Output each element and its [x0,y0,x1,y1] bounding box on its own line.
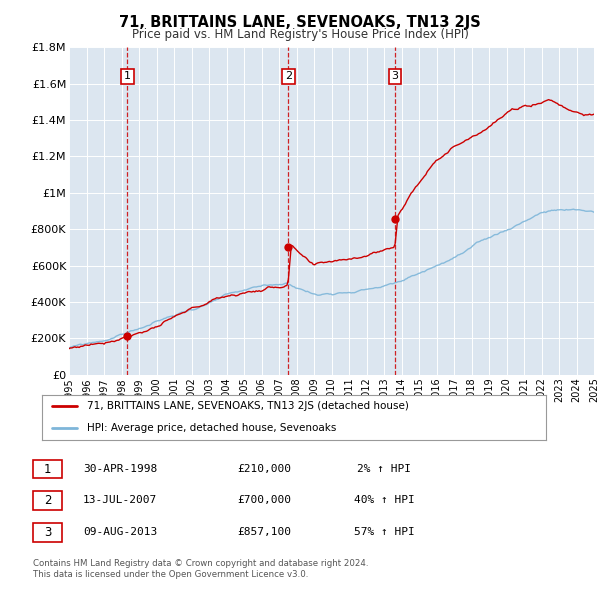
Text: 71, BRITTAINS LANE, SEVENOAKS, TN13 2JS (detached house): 71, BRITTAINS LANE, SEVENOAKS, TN13 2JS … [88,401,409,411]
Text: 3: 3 [391,71,398,81]
Text: 1: 1 [44,463,51,476]
Text: 2: 2 [44,494,51,507]
Text: £700,000: £700,000 [237,496,291,505]
Text: 1: 1 [124,71,131,81]
Text: 71, BRITTAINS LANE, SEVENOAKS, TN13 2JS: 71, BRITTAINS LANE, SEVENOAKS, TN13 2JS [119,15,481,30]
Text: £210,000: £210,000 [237,464,291,474]
Text: Price paid vs. HM Land Registry's House Price Index (HPI): Price paid vs. HM Land Registry's House … [131,28,469,41]
Text: This data is licensed under the Open Government Licence v3.0.: This data is licensed under the Open Gov… [33,571,308,579]
Text: 2: 2 [285,71,292,81]
Text: 2% ↑ HPI: 2% ↑ HPI [357,464,411,474]
Text: 40% ↑ HPI: 40% ↑ HPI [353,496,415,505]
Text: £857,100: £857,100 [237,527,291,537]
Text: 30-APR-1998: 30-APR-1998 [83,464,157,474]
Text: 09-AUG-2013: 09-AUG-2013 [83,527,157,537]
Text: 13-JUL-2007: 13-JUL-2007 [83,496,157,505]
Text: 3: 3 [44,526,51,539]
Text: HPI: Average price, detached house, Sevenoaks: HPI: Average price, detached house, Seve… [88,424,337,434]
Text: 57% ↑ HPI: 57% ↑ HPI [353,527,415,537]
Text: Contains HM Land Registry data © Crown copyright and database right 2024.: Contains HM Land Registry data © Crown c… [33,559,368,568]
